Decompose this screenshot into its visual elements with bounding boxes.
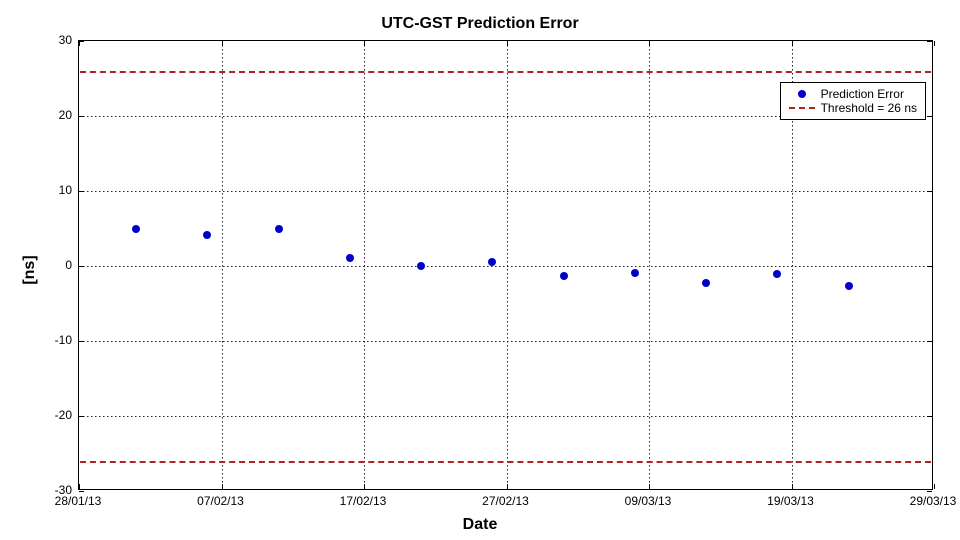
xtick-mark	[79, 41, 80, 46]
ytick-mark	[79, 416, 84, 417]
xtick-mark	[507, 484, 508, 489]
xtick-label: 28/01/13	[55, 494, 102, 508]
xtick-mark	[222, 41, 223, 46]
data-point	[631, 269, 639, 277]
xtick-mark	[934, 41, 935, 46]
data-point	[417, 262, 425, 270]
data-point	[346, 254, 354, 262]
data-point	[702, 279, 710, 287]
gridline-v	[222, 41, 223, 489]
legend-label: Prediction Error	[821, 87, 904, 101]
ytick-label: -20	[55, 408, 72, 422]
x-axis-label: Date	[0, 516, 960, 534]
ytick-mark	[79, 341, 84, 342]
ytick-mark	[79, 191, 84, 192]
ytick-label: 10	[59, 183, 72, 197]
ytick-mark	[927, 191, 932, 192]
ytick-label: 20	[59, 108, 72, 122]
data-point	[275, 225, 283, 233]
xtick-label: 09/03/13	[625, 494, 672, 508]
ytick-mark	[927, 116, 932, 117]
data-point	[132, 225, 140, 233]
ytick-mark	[927, 416, 932, 417]
xtick-label: 19/03/13	[767, 494, 814, 508]
threshold-line	[80, 71, 931, 73]
data-point	[773, 270, 781, 278]
data-point	[560, 272, 568, 280]
data-point	[488, 258, 496, 266]
ytick-mark	[927, 41, 932, 42]
data-point	[845, 282, 853, 290]
xtick-mark	[934, 484, 935, 489]
gridline-v	[649, 41, 650, 489]
gridline-v	[364, 41, 365, 489]
xtick-mark	[364, 484, 365, 489]
xtick-mark	[649, 484, 650, 489]
xtick-mark	[79, 484, 80, 489]
ytick-mark	[79, 266, 84, 267]
legend-item: Prediction Error	[789, 87, 917, 101]
ytick-label: -10	[55, 333, 72, 347]
xtick-mark	[222, 484, 223, 489]
xtick-label: 17/02/13	[340, 494, 387, 508]
legend-label: Threshold = 26 ns	[821, 101, 917, 115]
xtick-mark	[364, 41, 365, 46]
gridline-h	[79, 416, 932, 417]
ytick-label: 30	[59, 33, 72, 47]
y-axis-label: [ns]	[21, 255, 39, 284]
gridline-v	[507, 41, 508, 489]
ytick-mark	[79, 116, 84, 117]
ytick-mark	[927, 341, 932, 342]
gridline-h	[79, 191, 932, 192]
xtick-label: 29/03/13	[910, 494, 957, 508]
ytick-mark	[927, 266, 932, 267]
xtick-label: 27/02/13	[482, 494, 529, 508]
gridline-h	[79, 266, 932, 267]
xtick-mark	[792, 41, 793, 46]
data-point	[203, 231, 211, 239]
legend: Prediction ErrorThreshold = 26 ns	[780, 82, 926, 120]
ytick-mark	[927, 491, 932, 492]
threshold-line	[80, 461, 931, 463]
ytick-mark	[79, 491, 84, 492]
chart-title: UTC-GST Prediction Error	[0, 15, 960, 33]
legend-dot-icon	[798, 90, 806, 98]
gridline-h	[79, 341, 932, 342]
xtick-mark	[792, 484, 793, 489]
ytick-label: 0	[65, 258, 72, 272]
xtick-label: 07/02/13	[197, 494, 244, 508]
xtick-mark	[507, 41, 508, 46]
xtick-mark	[649, 41, 650, 46]
legend-item: Threshold = 26 ns	[789, 101, 917, 115]
legend-dash-icon	[789, 107, 815, 109]
